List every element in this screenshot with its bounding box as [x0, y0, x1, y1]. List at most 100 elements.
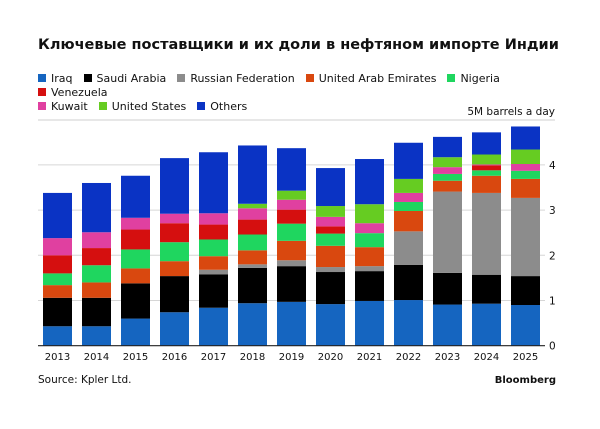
bar-segment-saudi-arabia — [160, 276, 189, 313]
bar-segment-venezuela — [199, 224, 228, 240]
bar-segment-kuwait — [238, 208, 267, 220]
legend-swatch — [177, 74, 186, 82]
bar-segment-russian-federation — [199, 269, 228, 275]
x-tick-label: 2021 — [357, 352, 382, 363]
bar-segment-others — [199, 152, 228, 214]
bar-segment-iraq — [199, 307, 228, 346]
legend-swatch — [98, 102, 107, 110]
bar-segment-saudi-arabia — [394, 264, 423, 301]
legend-label: United States — [111, 100, 187, 113]
x-tick-label: 2023 — [435, 352, 460, 363]
bar-segment-united-states — [472, 154, 501, 165]
bar-segment-nigeria — [355, 233, 384, 248]
bar-segment-nigeria — [277, 223, 306, 241]
bar-segment-united-arab-emirates — [472, 175, 501, 193]
x-tick-label: 2022 — [396, 352, 421, 363]
bar-segment-others — [121, 175, 150, 218]
bar-segment-iraq — [355, 300, 384, 346]
bar-segment-kuwait — [433, 167, 462, 174]
legend-item: United Arab Emirates — [305, 72, 437, 86]
legend-label: Kuwait — [51, 100, 88, 113]
bar-segment-russian-federation — [511, 197, 540, 277]
bar-segment-united-arab-emirates — [433, 180, 462, 192]
bar-segment-venezuela — [316, 226, 345, 234]
bar-segment-others — [472, 132, 501, 155]
x-tick-label: 2024 — [474, 352, 499, 363]
x-tick-label: 2025 — [513, 352, 538, 363]
bar-segment-iraq — [82, 326, 111, 346]
bar-segment-venezuela — [43, 255, 72, 274]
bar-segment-iraq — [121, 318, 150, 346]
bar-segment-russian-federation — [238, 264, 267, 268]
bar-segment-nigeria — [160, 242, 189, 262]
y-tick-label: 0 — [549, 341, 556, 353]
bar-segment-others — [394, 142, 423, 179]
x-tick-label: 2019 — [279, 352, 304, 363]
bar-segment-saudi-arabia — [121, 283, 150, 319]
bar-segment-united-states — [316, 206, 345, 217]
legend-swatch — [38, 74, 46, 82]
bar-segment-united-arab-emirates — [511, 178, 540, 198]
bar-segment-iraq — [160, 312, 189, 346]
bar-segment-kuwait — [82, 232, 111, 249]
bar-segment-kuwait — [355, 223, 384, 234]
x-tick-label: 2013 — [45, 352, 70, 363]
bar-segment-saudi-arabia — [277, 266, 306, 302]
bar-segment-russian-federation — [355, 266, 384, 272]
bar-segment-russian-federation — [472, 192, 501, 275]
bar-segment-kuwait — [394, 192, 423, 202]
bar-segment-saudi-arabia — [238, 267, 267, 304]
x-tick-label: 2018 — [240, 352, 265, 363]
bar-segment-others — [43, 192, 72, 239]
legend-label: Iraq — [51, 72, 73, 85]
bar-segment-saudi-arabia — [316, 272, 345, 305]
bar-segment-venezuela — [82, 248, 111, 266]
bar-segment-nigeria — [199, 239, 228, 257]
bar-segment-united-states — [355, 204, 384, 224]
chart-title: Ключевые поставщики и их доли в нефтяном… — [38, 37, 559, 53]
bar-segment-iraq — [238, 303, 267, 346]
bar-segment-iraq — [511, 305, 540, 346]
bar-segment-united-states — [433, 157, 462, 168]
bar-segment-united-states — [238, 203, 267, 209]
legend-swatch — [38, 102, 46, 110]
bar-segment-united-arab-emirates — [199, 256, 228, 270]
bar-segment-others — [511, 126, 540, 150]
legend-label: Russian Federation — [190, 72, 295, 85]
bar-segment-nigeria — [238, 234, 267, 251]
bar-segment-kuwait — [43, 238, 72, 256]
bar-segment-iraq — [316, 304, 345, 346]
bar-segment-nigeria — [472, 170, 501, 176]
bar-segment-saudi-arabia — [199, 274, 228, 308]
bar-segment-nigeria — [316, 233, 345, 246]
bar-segment-kuwait — [316, 216, 345, 227]
bar-segment-nigeria — [121, 249, 150, 269]
bar-segment-russian-federation — [316, 267, 345, 273]
legend-label: Others — [210, 100, 248, 113]
legend-swatch — [197, 102, 206, 110]
bar-segment-nigeria — [511, 170, 540, 179]
bar-segment-russian-federation — [433, 191, 462, 273]
legend-swatch — [83, 74, 92, 82]
legend-label: United Arab Emirates — [318, 72, 437, 85]
bar-segment-venezuela — [160, 223, 189, 243]
x-tick-label: 2015 — [123, 352, 148, 363]
bar-segment-iraq — [433, 304, 462, 346]
legend: Iraq Saudi Arabia Russian Federation United… — [38, 72, 578, 114]
bar-segment-kuwait — [199, 213, 228, 225]
bar-segment-others — [277, 148, 306, 191]
bar-segment-others — [238, 145, 267, 204]
bar-segment-venezuela — [277, 209, 306, 224]
legend-item: Kuwait — [38, 100, 88, 114]
bar-segment-united-states — [394, 178, 423, 193]
bar-segment-united-arab-emirates — [43, 285, 72, 298]
unit-label: 5M barrels a day — [467, 106, 555, 118]
bar-segment-united-arab-emirates — [238, 250, 267, 265]
legend-label: Saudi Arabia — [96, 72, 167, 85]
bar-segment-saudi-arabia — [472, 274, 501, 304]
bar-segment-united-arab-emirates — [277, 240, 306, 261]
bar-segment-nigeria — [394, 201, 423, 212]
x-tick-label: 2014 — [84, 352, 109, 363]
legend-label: Nigeria — [460, 72, 500, 85]
